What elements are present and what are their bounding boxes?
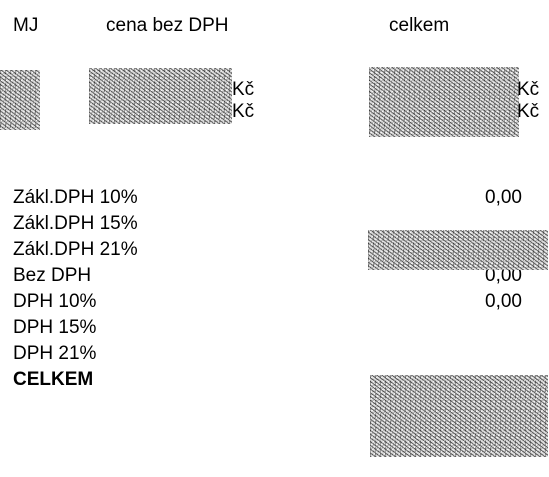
summary-label-vat-10: DPH 10% — [13, 291, 97, 312]
summary-label-base-21: Zákl.DPH 21% — [13, 239, 138, 260]
total-currency-1: Kč — [517, 79, 540, 100]
summary-label-vat-15: DPH 15% — [13, 317, 97, 338]
item-currency-1: Kč — [232, 79, 255, 100]
header-total: celkem — [389, 15, 450, 36]
summary-label-vat-21: DPH 21% — [13, 343, 97, 364]
header-price-no-vat: cena bez DPH — [106, 15, 229, 36]
redacted-price-value — [89, 68, 232, 124]
summary-label-no-vat: Bez DPH — [13, 265, 92, 286]
summary-label-base-15: Zákl.DPH 15% — [13, 213, 138, 234]
redacted-summary-values-lower — [370, 375, 548, 457]
summary-value-no-vat: 0,00 — [485, 265, 522, 286]
summary-label-total: CELKEM — [13, 369, 94, 390]
redacted-mj-value — [0, 70, 40, 130]
summary-value-vat-10: 0,00 — [485, 291, 522, 312]
item-currency-2: Kč — [232, 101, 255, 122]
total-currency-2: Kč — [517, 101, 540, 122]
redacted-summary-values-upper — [368, 230, 548, 270]
summary-label-base-10: Zákl.DPH 10% — [13, 187, 138, 208]
summary-value-base-10: 0,00 — [485, 187, 522, 208]
redacted-total-value — [369, 67, 519, 137]
header-mj: MJ — [13, 15, 39, 36]
